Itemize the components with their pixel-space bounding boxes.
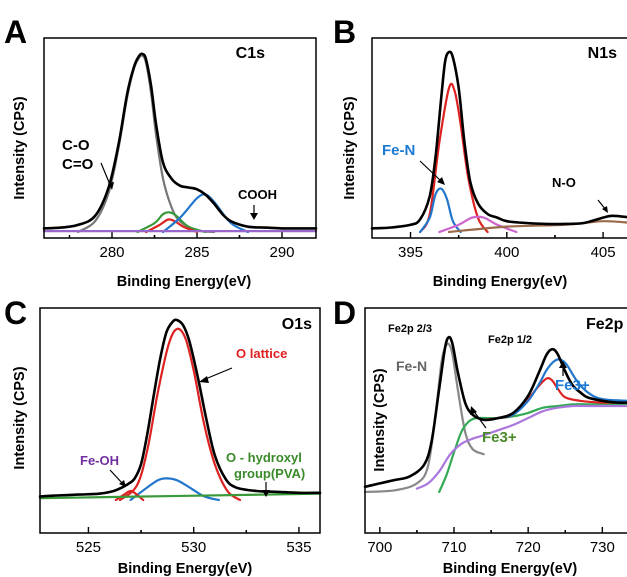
panel-c-annotation-o-lattice-arrowhead [199, 376, 209, 383]
panel-b-annotation-fe-n: Fe-N [382, 142, 415, 159]
panel-a-annotation-co-arrowhead [108, 182, 114, 190]
panel-d-xlabel: Binding Energy(eV) [443, 561, 578, 577]
panel-d-series-line [415, 404, 627, 490]
panel-c-xtick-label: 530 [181, 539, 206, 556]
panel-d-annotation-fe3-green-arrowhead [470, 406, 477, 415]
panel-d-annotation-fe2p-23: Fe2p 2/3 [388, 323, 432, 335]
panel-c-annotation-o-lattice-arrow [202, 367, 233, 381]
panel-a-series-line [76, 54, 216, 234]
panel-c-xtick-label: 535 [286, 539, 311, 556]
panel-c-annotation-hydroxyl-arrowhead [262, 490, 270, 497]
panel-a-envelope-line [42, 52, 318, 230]
panel-c-letter: C [4, 295, 27, 331]
panel-d-series-line [438, 403, 627, 494]
panel-c-ylabel: Intensity (CPS) [12, 366, 28, 469]
panel-b-xtick-label: 400 [494, 244, 519, 261]
panel-c-annotation-o-hydroxyl: O - hydroxyl [226, 450, 302, 465]
panel-d-title: Fe2p [586, 316, 624, 333]
panel-c-xtick-label: 525 [76, 539, 101, 556]
panel-c-annotation-fe-oh: Fe-OH [80, 453, 119, 468]
panel-a-series-line [136, 211, 207, 234]
panel-d-xtick-label: 710 [441, 539, 466, 556]
panel-b-annotation-fe-n-arrowhead [437, 177, 445, 185]
panel-a-annotation-co: C-O [62, 137, 90, 154]
panel-c-series-line [38, 492, 322, 500]
panel-a-series-line [161, 193, 250, 234]
panel-b-series-line [419, 187, 462, 234]
panel-b-letter: B [333, 14, 356, 50]
panel-b-ylabel: Intensity (CPS) [342, 96, 358, 199]
panel-a-annotation-cooh: COOH [238, 187, 277, 202]
panel-c-annotation-o-lattice: O lattice [236, 346, 287, 361]
panel-b-annotation-fe-n-arrow [419, 160, 442, 182]
panel-c-ticks: 525 530 535 [76, 527, 311, 556]
panel-c-annotation-group-pva: group(PVA) [234, 466, 305, 481]
panel-b-frame [371, 37, 627, 239]
panel-d-xtick-label: 720 [516, 539, 541, 556]
panel-a-ticks: 280 285 290 [68, 232, 295, 261]
panel-d-annotation-fe3-blue: Fe3+ [555, 377, 590, 394]
panel-c-curves [38, 318, 322, 502]
panel-d-xtick-label: 700 [367, 539, 392, 556]
panel-b-annotation-n-o-arrowhead [602, 206, 608, 213]
panel-b-envelope-line [370, 50, 627, 230]
panel-d-frame [364, 307, 627, 534]
panel-b-series-line [438, 215, 518, 234]
panel-b-series-line [419, 82, 489, 234]
panel-d-annotation-fe-n: Fe-N [396, 358, 427, 374]
panel-d-ylabel: Intensity (CPS) [372, 368, 388, 471]
panel-a-ylabel: Intensity (CPS) [12, 96, 28, 199]
panel-b-xtick-label: 395 [398, 244, 423, 261]
panel-b-xtick-label: 405 [591, 244, 616, 261]
panel-b-annotation-n-o: N-O [552, 175, 576, 190]
panel-c-series-line [118, 327, 242, 502]
panel-a: A C1s Intensity (CPS) Binding Energy(eV)… [4, 14, 318, 290]
panel-a-title: C1s [236, 45, 265, 62]
panel-c-envelope-line [38, 318, 322, 498]
panel-a-xtick-label: 285 [184, 244, 209, 261]
panel-b-curves [370, 50, 627, 234]
panel-d-envelope-line [363, 335, 627, 489]
panel-d-curves [363, 335, 627, 494]
panel-a-letter: A [4, 14, 27, 50]
panel-d-annotation-fe3-green: Fe3+ [482, 429, 517, 446]
panel-b: B N1s Intensity (CPS) Binding Energy(eV)… [333, 14, 627, 290]
panel-c-frame [39, 307, 321, 534]
panel-d-annotation-fe3-blue-arrowhead [559, 361, 567, 368]
panel-a-xtick-label: 290 [269, 244, 294, 261]
panel-a-frame [43, 37, 317, 239]
panel-d-xtick-label: 730 [590, 539, 615, 556]
panel-a-xlabel: Binding Energy(eV) [117, 274, 252, 290]
panel-b-ticks: 395 400 405 [398, 232, 616, 261]
panel-c-title: O1s [282, 316, 312, 333]
panel-c-annotation-fe-oh-arrow [109, 469, 124, 485]
panel-d-annotation-fe2p-12: Fe2p 1/2 [488, 334, 532, 346]
panel-a-xtick-label: 280 [99, 244, 124, 261]
panel-a-annotation-c-double-o: C=O [62, 156, 94, 173]
panel-d-annotation-fe3-green-arrow [472, 409, 487, 429]
panel-d: D Fe2p Intensity (CPS) Binding Energy(eV… [333, 295, 627, 577]
panel-a-series-line [144, 218, 199, 234]
panel-a-curves [42, 52, 318, 234]
panel-c-annotation-fe-oh-arrowhead [119, 480, 126, 487]
panel-b-xlabel: Binding Energy(eV) [433, 274, 568, 290]
panel-d-ticks: 700 710 720 730 [367, 527, 615, 556]
panel-d-series-line [497, 358, 627, 420]
panel-b-title: N1s [588, 45, 617, 62]
panel-a-annotation-cooh-arrowhead [250, 213, 258, 220]
panel-d-letter: D [333, 295, 356, 331]
panel-c: C O1s Intensity (CPS) Binding Energy(eV)… [4, 295, 322, 577]
panel-c-xlabel: Binding Energy(eV) [118, 561, 253, 577]
